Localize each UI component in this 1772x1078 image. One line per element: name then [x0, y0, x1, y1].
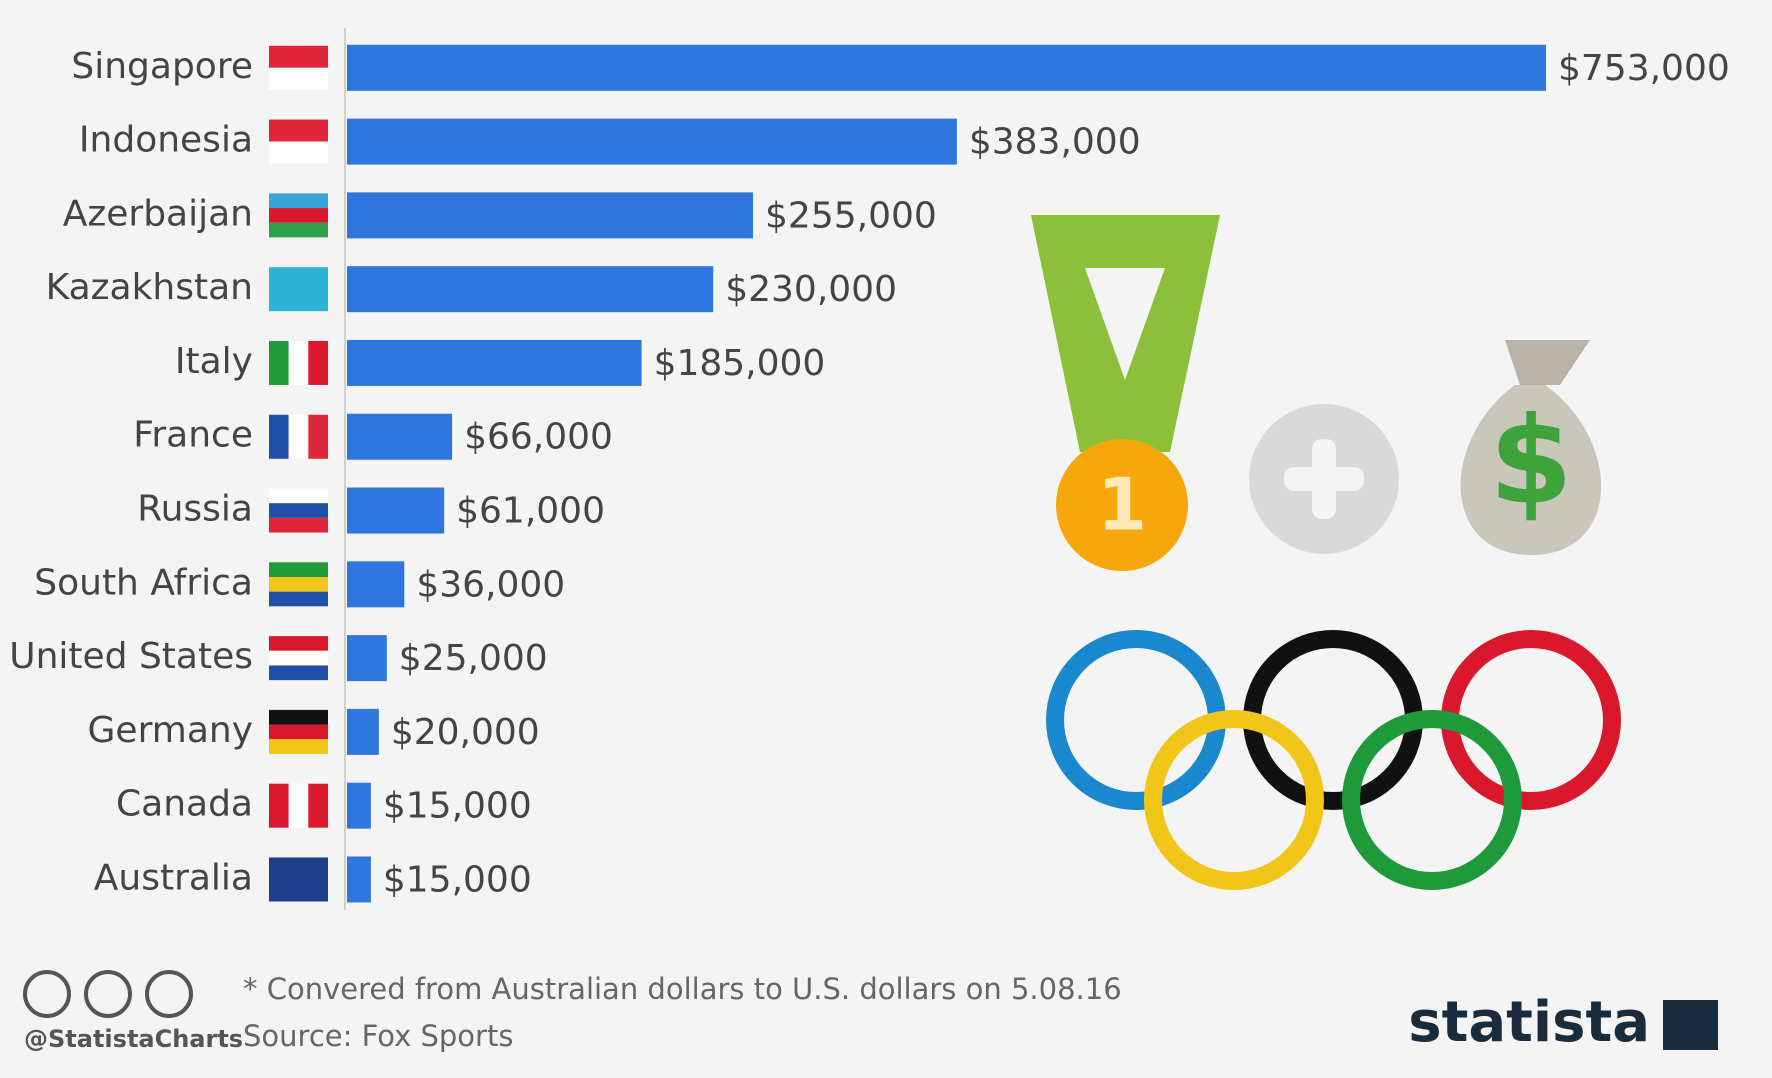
- category-label: Russia: [137, 489, 253, 530]
- value-label: $20,000: [391, 712, 540, 753]
- category-label: Canada: [116, 784, 253, 825]
- category-label: Germany: [88, 710, 253, 751]
- flag: [269, 591, 328, 607]
- flag: [269, 636, 328, 651]
- flag: [288, 783, 309, 828]
- flag: [269, 208, 328, 223]
- category-label: Australia: [94, 857, 253, 898]
- flag: [269, 665, 328, 681]
- flag: [269, 517, 328, 533]
- flag: [269, 562, 328, 577]
- flag: [269, 340, 289, 385]
- flag: [269, 650, 328, 666]
- flag: [308, 414, 328, 459]
- svg-text:1: 1: [1097, 463, 1147, 547]
- brand: statista: [1408, 990, 1650, 1055]
- flag: [288, 340, 309, 385]
- plus-icon: [1249, 404, 1399, 554]
- flag: [308, 783, 328, 828]
- bar: [347, 413, 453, 460]
- value-label: $15,000: [383, 786, 532, 827]
- value-label: $66,000: [464, 417, 613, 458]
- category-label: South Africa: [34, 562, 253, 603]
- flag: [269, 783, 289, 828]
- bar: [347, 339, 642, 386]
- value-label: $36,000: [416, 564, 565, 605]
- bar: [347, 782, 371, 829]
- value-label: $753,000: [1558, 48, 1730, 89]
- bar: [347, 266, 714, 313]
- category-label: Italy: [175, 341, 253, 382]
- flag: [269, 709, 328, 725]
- category-label: Kazakhstan: [46, 267, 253, 308]
- value-label: $255,000: [765, 195, 937, 236]
- source: Source: Fox Sports: [243, 1019, 513, 1053]
- category-label: France: [133, 415, 253, 456]
- olympic-rings: [1046, 630, 1621, 890]
- brand-logo: [1663, 1000, 1718, 1050]
- flag: [269, 119, 328, 142]
- flag: [269, 267, 328, 312]
- flag: [269, 488, 328, 504]
- category-label: United States: [9, 636, 253, 677]
- bar: [347, 561, 405, 608]
- flag: [288, 414, 309, 459]
- bar: [347, 192, 754, 239]
- flag: [269, 414, 289, 459]
- flag: [269, 739, 328, 754]
- value-label: $61,000: [456, 491, 605, 532]
- flag: [269, 193, 328, 209]
- category-label: Azerbaijan: [63, 193, 253, 234]
- category-label: Indonesia: [79, 120, 253, 161]
- money-bag: $: [1460, 340, 1602, 555]
- flag: [269, 45, 328, 68]
- value-label: $25,000: [399, 638, 548, 679]
- bar: [347, 118, 957, 165]
- value-label: $15,000: [383, 859, 532, 900]
- category-label: Singapore: [71, 46, 253, 87]
- value-label: $185,000: [654, 343, 826, 384]
- svg-text:$: $: [1489, 393, 1573, 532]
- flag: [269, 724, 328, 740]
- flag: [269, 503, 328, 518]
- bar: [347, 856, 371, 903]
- bar: [347, 44, 1546, 91]
- flag: [308, 340, 328, 385]
- credit: @StatistaCharts: [24, 1025, 243, 1053]
- flag: [269, 576, 328, 592]
- flag: [269, 857, 328, 902]
- footnote: * Convered from Australian dollars to U.…: [243, 972, 1122, 1006]
- medal: 1: [1031, 215, 1220, 571]
- bar: [347, 708, 379, 755]
- flag: [269, 222, 328, 238]
- flag: [269, 67, 328, 90]
- value-label: $230,000: [725, 269, 897, 310]
- cc-icons: [23, 970, 193, 1018]
- bar: [347, 635, 387, 682]
- bar: [347, 487, 445, 534]
- value-label: $383,000: [969, 122, 1141, 163]
- flag: [269, 141, 328, 164]
